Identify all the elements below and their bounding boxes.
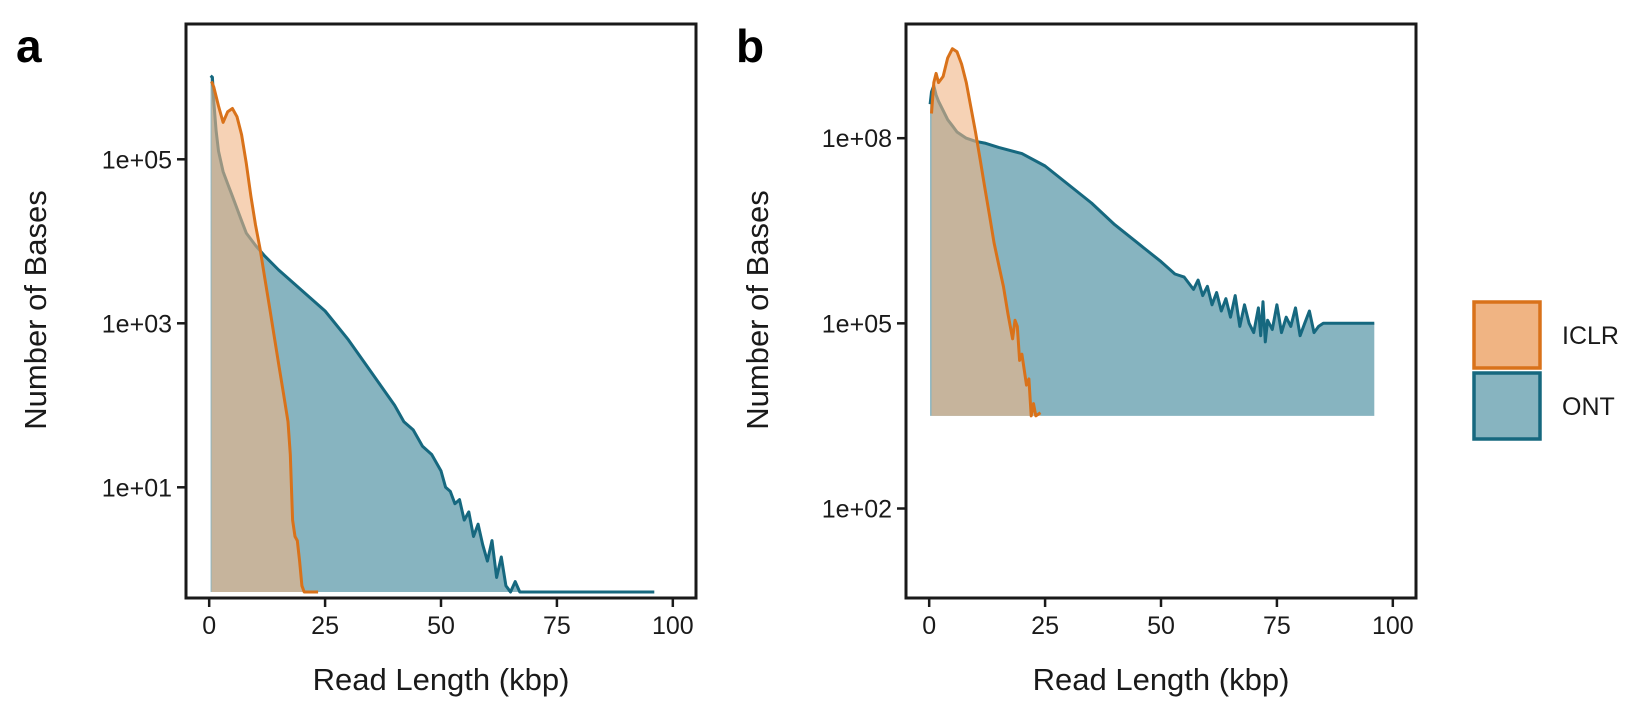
panel-a-y-tick-label: 1e+05 bbox=[102, 146, 172, 174]
panel-a-iclr-area bbox=[211, 81, 319, 593]
panel-a-x-tick-label: 0 bbox=[202, 612, 216, 640]
panel-a-x-tick-label: 75 bbox=[543, 612, 571, 640]
panel-a-ont-area bbox=[210, 75, 655, 592]
panel-a-iclr-line bbox=[210, 80, 319, 594]
panel-a-y-tick-label: 1e+03 bbox=[102, 310, 172, 338]
panel-a-plot-area bbox=[209, 74, 655, 594]
panel-b-x-tick-label: 75 bbox=[1263, 612, 1291, 640]
panel-b-iclr-line bbox=[930, 47, 1042, 418]
panel-b-axes: 0 25 50 75 100 1e+02 1e+05 1e+08 bbox=[822, 125, 1414, 640]
legend-key-ont bbox=[1472, 371, 1542, 441]
legend-key-iclr bbox=[1472, 300, 1542, 370]
legend-label-ont: ONT bbox=[1562, 393, 1615, 421]
panel-a-y-tick-label: 1e+01 bbox=[102, 474, 172, 502]
panel-a-letter: a bbox=[16, 20, 42, 72]
panel-a-x-axis-title: Read Length (kbp) bbox=[313, 662, 570, 697]
panel-a-axes: 0 25 50 75 100 1e+01 1e+03 1e+05 bbox=[102, 146, 694, 640]
panel-a-x-tick-label: 100 bbox=[652, 612, 694, 640]
panel-b-letter: b bbox=[736, 20, 764, 72]
panel-a-x-tick-label: 25 bbox=[311, 612, 339, 640]
panel-b-x-tick-label: 0 bbox=[922, 612, 936, 640]
panel-a-y-axis-title: Number of Bases bbox=[18, 190, 53, 430]
panel-b: b 0 25 50 75 100 1e+02 1e+05 1e+08 Read Length … bbox=[736, 20, 1418, 697]
panel-b-ont-area bbox=[930, 85, 1375, 416]
panel-b-y-tick-label: 1e+08 bbox=[822, 125, 892, 153]
panel-b-iclr-area bbox=[931, 48, 1041, 416]
legend: ICLR ONT bbox=[1472, 300, 1619, 441]
panel-a: a 0 25 50 75 100 1e+01 1e+03 1e+05 Read Length … bbox=[16, 20, 698, 697]
panel-b-y-tick-label: 1e+02 bbox=[822, 496, 892, 524]
panel-b-y-axis-title: Number of Bases bbox=[740, 190, 775, 430]
panel-b-x-axis-title: Read Length (kbp) bbox=[1033, 662, 1290, 697]
panel-a-x-tick-label: 50 bbox=[427, 612, 455, 640]
panel-b-x-tick-label: 100 bbox=[1372, 612, 1414, 640]
panel-b-y-tick-label: 1e+05 bbox=[822, 310, 892, 338]
panel-b-x-tick-label: 50 bbox=[1147, 612, 1175, 640]
panel-b-x-tick-label: 25 bbox=[1031, 612, 1059, 640]
panel-b-plot-area bbox=[928, 47, 1375, 418]
legend-label-iclr: ICLR bbox=[1562, 322, 1619, 350]
